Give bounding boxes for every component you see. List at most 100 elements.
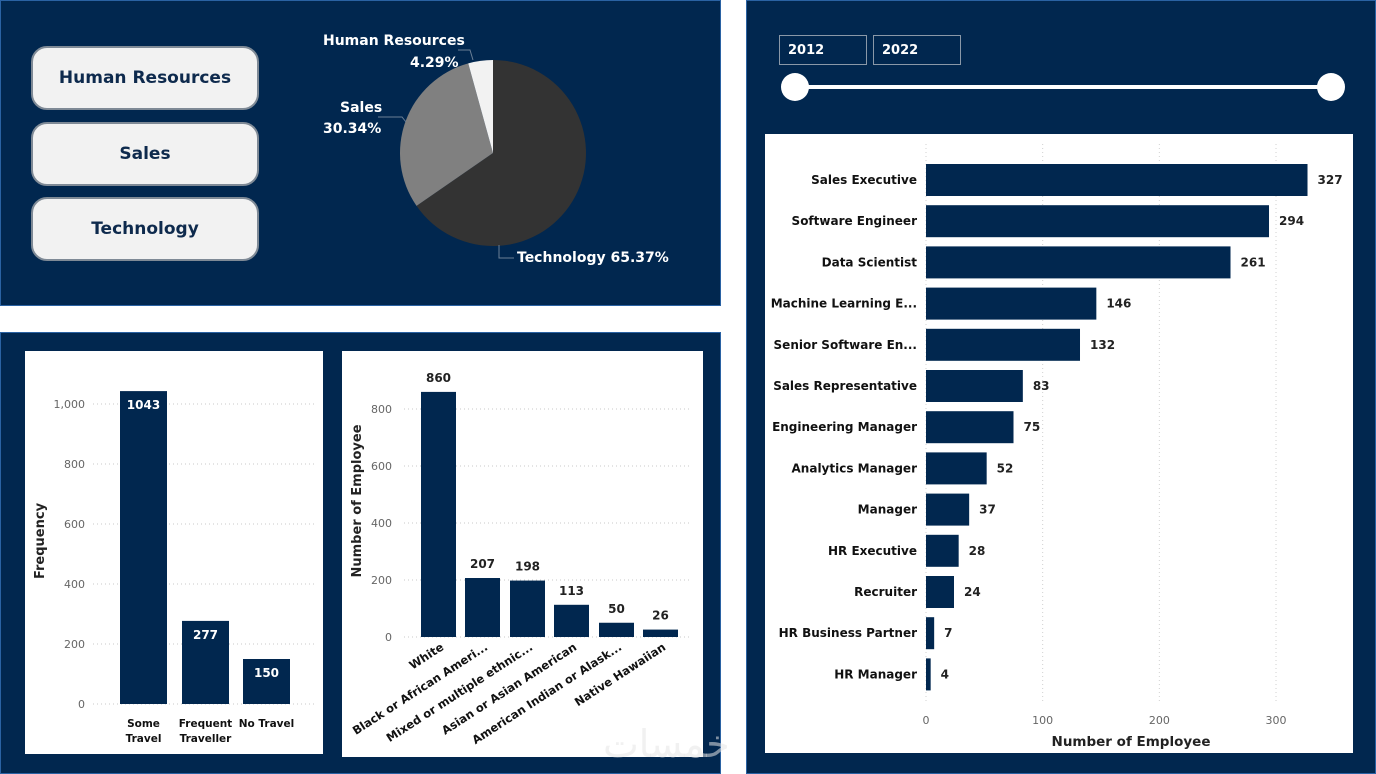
filter-button-sales[interactable]: Sales — [31, 122, 259, 186]
bar-no-travel — [243, 659, 290, 704]
y-tick-label: 800 — [64, 458, 85, 471]
data-label: 327 — [1318, 173, 1343, 187]
data-label: 50 — [608, 602, 625, 616]
bar-job-title — [926, 411, 1014, 444]
bar-job-title — [926, 370, 1023, 402]
year-slider-start-handle[interactable] — [781, 73, 809, 101]
data-label: 28 — [969, 544, 986, 558]
y-tick-label: 400 — [64, 578, 85, 591]
x-tick-label: Some — [127, 718, 160, 730]
y-tick-label: 0 — [78, 698, 85, 711]
bar-ethnicity — [643, 629, 678, 637]
y-tick-label: 200 — [371, 574, 392, 587]
x-tick-label: 200 — [1149, 714, 1170, 727]
bar-job-title — [926, 164, 1308, 196]
data-label: 26 — [652, 609, 669, 623]
data-label: 261 — [1241, 255, 1266, 269]
bar-job-title — [926, 452, 987, 485]
y-tick-label: 0 — [385, 631, 392, 644]
bar-some-travel — [120, 391, 167, 704]
data-label: 1043 — [127, 398, 160, 412]
data-label: 52 — [997, 461, 1014, 475]
bar-frequent-traveller — [182, 620, 229, 704]
data-label: 198 — [515, 560, 540, 574]
y-tick-label: Engineering Manager — [772, 420, 917, 434]
data-label: 75 — [1024, 420, 1041, 434]
y-tick-label: 200 — [64, 638, 85, 651]
bar-ethnicity — [554, 604, 589, 637]
data-label: 4 — [941, 667, 949, 681]
y-tick-label: Analytics Manager — [792, 461, 918, 475]
x-tick-label: 100 — [1032, 714, 1053, 727]
y-tick-label: HR Business Partner — [779, 626, 917, 640]
data-label: 150 — [254, 666, 279, 680]
pie-slice-technology — [416, 60, 586, 246]
pie-label-sales-value: 30.34% — [323, 121, 382, 137]
y-tick-label: Machine Learning E... — [771, 297, 917, 311]
y-tick-label: Software Engineer — [792, 214, 918, 228]
pie-label-technology: Technology 65.37% — [517, 250, 669, 266]
pie-label-sales-name: Sales — [340, 100, 383, 116]
y-tick-label: Recruiter — [854, 585, 917, 599]
data-label: 132 — [1090, 338, 1115, 352]
data-label: 207 — [470, 557, 495, 571]
y-tick-label: Data Scientist — [822, 255, 918, 269]
y-tick-label: 800 — [371, 403, 392, 416]
x-axis-title: Number of Employee — [1052, 734, 1211, 750]
data-label: 860 — [426, 371, 451, 385]
y-axis-title: Frequency — [33, 502, 48, 579]
pie-leader-hr — [458, 49, 474, 61]
ethnicity-chart-card: 0 200 400 600 800 860 White 207 Black or African… — [342, 351, 703, 757]
bar-job-title — [926, 534, 959, 567]
y-tick-label: 600 — [64, 518, 85, 531]
job-title-chart-card: 0 100 200 300 Sales Executive 327 Software Eng… — [765, 134, 1353, 753]
filter-button-technology[interactable]: Technology — [31, 197, 259, 261]
y-tick-label: HR Manager — [834, 667, 917, 681]
bar-job-title — [926, 493, 970, 526]
y-tick-label: Sales Executive — [811, 173, 917, 187]
data-label: 83 — [1033, 379, 1050, 393]
x-tick-label: No Travel — [239, 718, 295, 730]
data-label: 113 — [559, 584, 584, 598]
data-label: 7 — [944, 626, 952, 640]
bar-job-title — [926, 658, 931, 691]
y-tick-label: Sales Representative — [773, 379, 917, 393]
department-pie-chart — [378, 49, 586, 259]
year-start-input[interactable]: 2012 — [779, 35, 867, 65]
filter-button-human-resources[interactable]: Human Resources — [31, 46, 259, 110]
bar-job-title — [926, 246, 1231, 279]
year-end-input[interactable]: 2022 — [873, 35, 961, 65]
pie-leader-sales — [378, 116, 407, 123]
pie-label-hr-value: 4.29% — [410, 55, 459, 71]
bar-ethnicity — [599, 622, 634, 637]
pie-label-hr-name: Human Resources — [323, 33, 465, 49]
y-tick-label: 1,000 — [54, 398, 86, 411]
bar-job-title — [926, 287, 1097, 320]
x-tick-label: Traveller — [180, 733, 233, 745]
year-slider-track[interactable] — [795, 85, 1331, 89]
pie-slice-sales — [400, 63, 493, 206]
data-label: 294 — [1279, 214, 1304, 228]
x-tick-label: Frequent — [179, 718, 232, 730]
bar-job-title — [926, 205, 1270, 238]
bar-job-title — [926, 576, 955, 608]
y-axis-title: Number of Employee — [350, 424, 365, 577]
y-tick-label: Manager — [858, 503, 917, 517]
data-label: 146 — [1106, 297, 1131, 311]
year-slider-end-handle[interactable] — [1317, 73, 1345, 101]
travel-chart-card: 0 200 400 600 800 1,000 1043 Some Travel 277 Frequ… — [25, 351, 323, 754]
travel-frequency-chart: 0 200 400 600 800 1,000 1043 Some Travel 277 Frequ… — [33, 391, 317, 745]
x-tick-label: 0 — [923, 714, 930, 727]
x-tick-label: Travel — [126, 733, 162, 745]
pie-leader-technology — [498, 245, 514, 259]
bar-job-title — [926, 328, 1081, 361]
bar-ethnicity — [421, 391, 456, 637]
data-label: 37 — [979, 503, 996, 517]
bar-ethnicity — [465, 578, 500, 637]
job-title-bar-chart: 0 100 200 300 Sales Executive 327 Software Eng… — [771, 144, 1343, 750]
bar-job-title — [926, 617, 935, 650]
data-label: 277 — [193, 628, 218, 642]
y-tick-label: 400 — [371, 517, 392, 530]
y-tick-label: HR Executive — [828, 544, 917, 558]
